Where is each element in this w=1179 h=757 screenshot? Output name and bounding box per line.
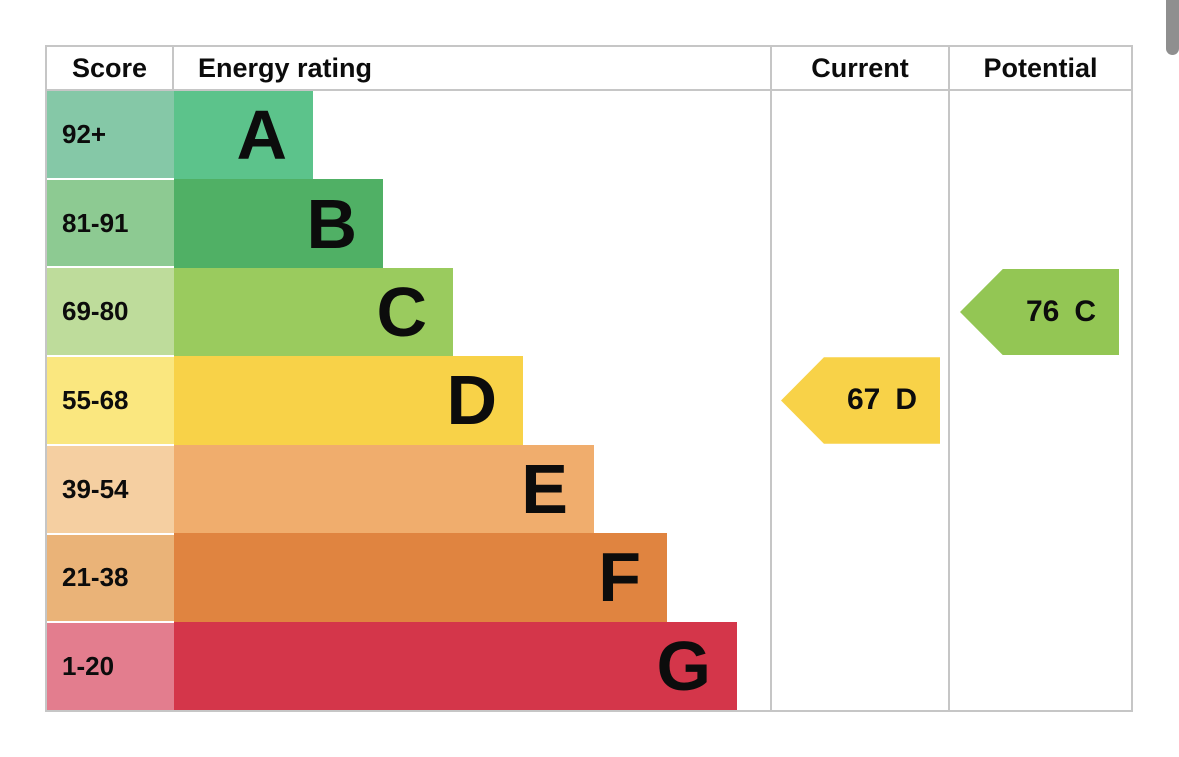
rating-bar-d: D — [174, 356, 523, 445]
potential-rating-band: C — [1074, 295, 1097, 329]
score-range-b: 81-91 — [47, 179, 174, 269]
current-rating-column: 67 D — [770, 91, 948, 710]
current-rating-value: 67 — [846, 383, 881, 417]
score-range-d: 55-68 — [47, 357, 174, 446]
current-column-header: Current — [770, 47, 948, 91]
rating-row-c: C — [174, 267, 770, 357]
rating-row-b: B — [174, 179, 770, 268]
rating-bar-e: E — [174, 444, 594, 534]
rating-bar-c: C — [174, 267, 453, 357]
score-column-header: Score — [47, 47, 174, 91]
scrollbar-thumb[interactable] — [1166, 0, 1179, 55]
score-range-e: 39-54 — [47, 445, 174, 535]
score-range-g: 1-20 — [47, 623, 174, 711]
potential-column-header: Potential — [948, 47, 1131, 91]
rating-bar-a: A — [174, 91, 313, 180]
rating-row-a: A — [174, 91, 770, 180]
rating-row-e: E — [174, 444, 770, 534]
rating-row-g: G — [174, 621, 770, 710]
score-range-a: 92+ — [47, 91, 174, 180]
score-range-f: 21-38 — [47, 534, 174, 624]
rating-row-f: F — [174, 533, 770, 622]
rating-bar-g: G — [174, 621, 737, 710]
rating-bar-b: B — [174, 179, 383, 268]
rating-row-d: D — [174, 356, 770, 445]
epc-rating-chart: Score Energy rating Current Potential 92… — [45, 45, 1133, 712]
potential-rating-column: 76 C — [948, 91, 1131, 710]
score-column: 92+ 81-91 69-80 55-68 39-54 21-38 1-20 — [47, 91, 174, 711]
energy-rating-column-header: Energy rating — [174, 47, 770, 91]
potential-rating-arrow: 76 C — [960, 268, 1119, 356]
current-rating-band: D — [895, 383, 918, 417]
current-rating-arrow: 67 D — [781, 357, 940, 444]
score-range-c: 69-80 — [47, 268, 174, 358]
potential-rating-value: 76 — [1025, 295, 1060, 329]
rating-bar-f: F — [174, 533, 667, 622]
